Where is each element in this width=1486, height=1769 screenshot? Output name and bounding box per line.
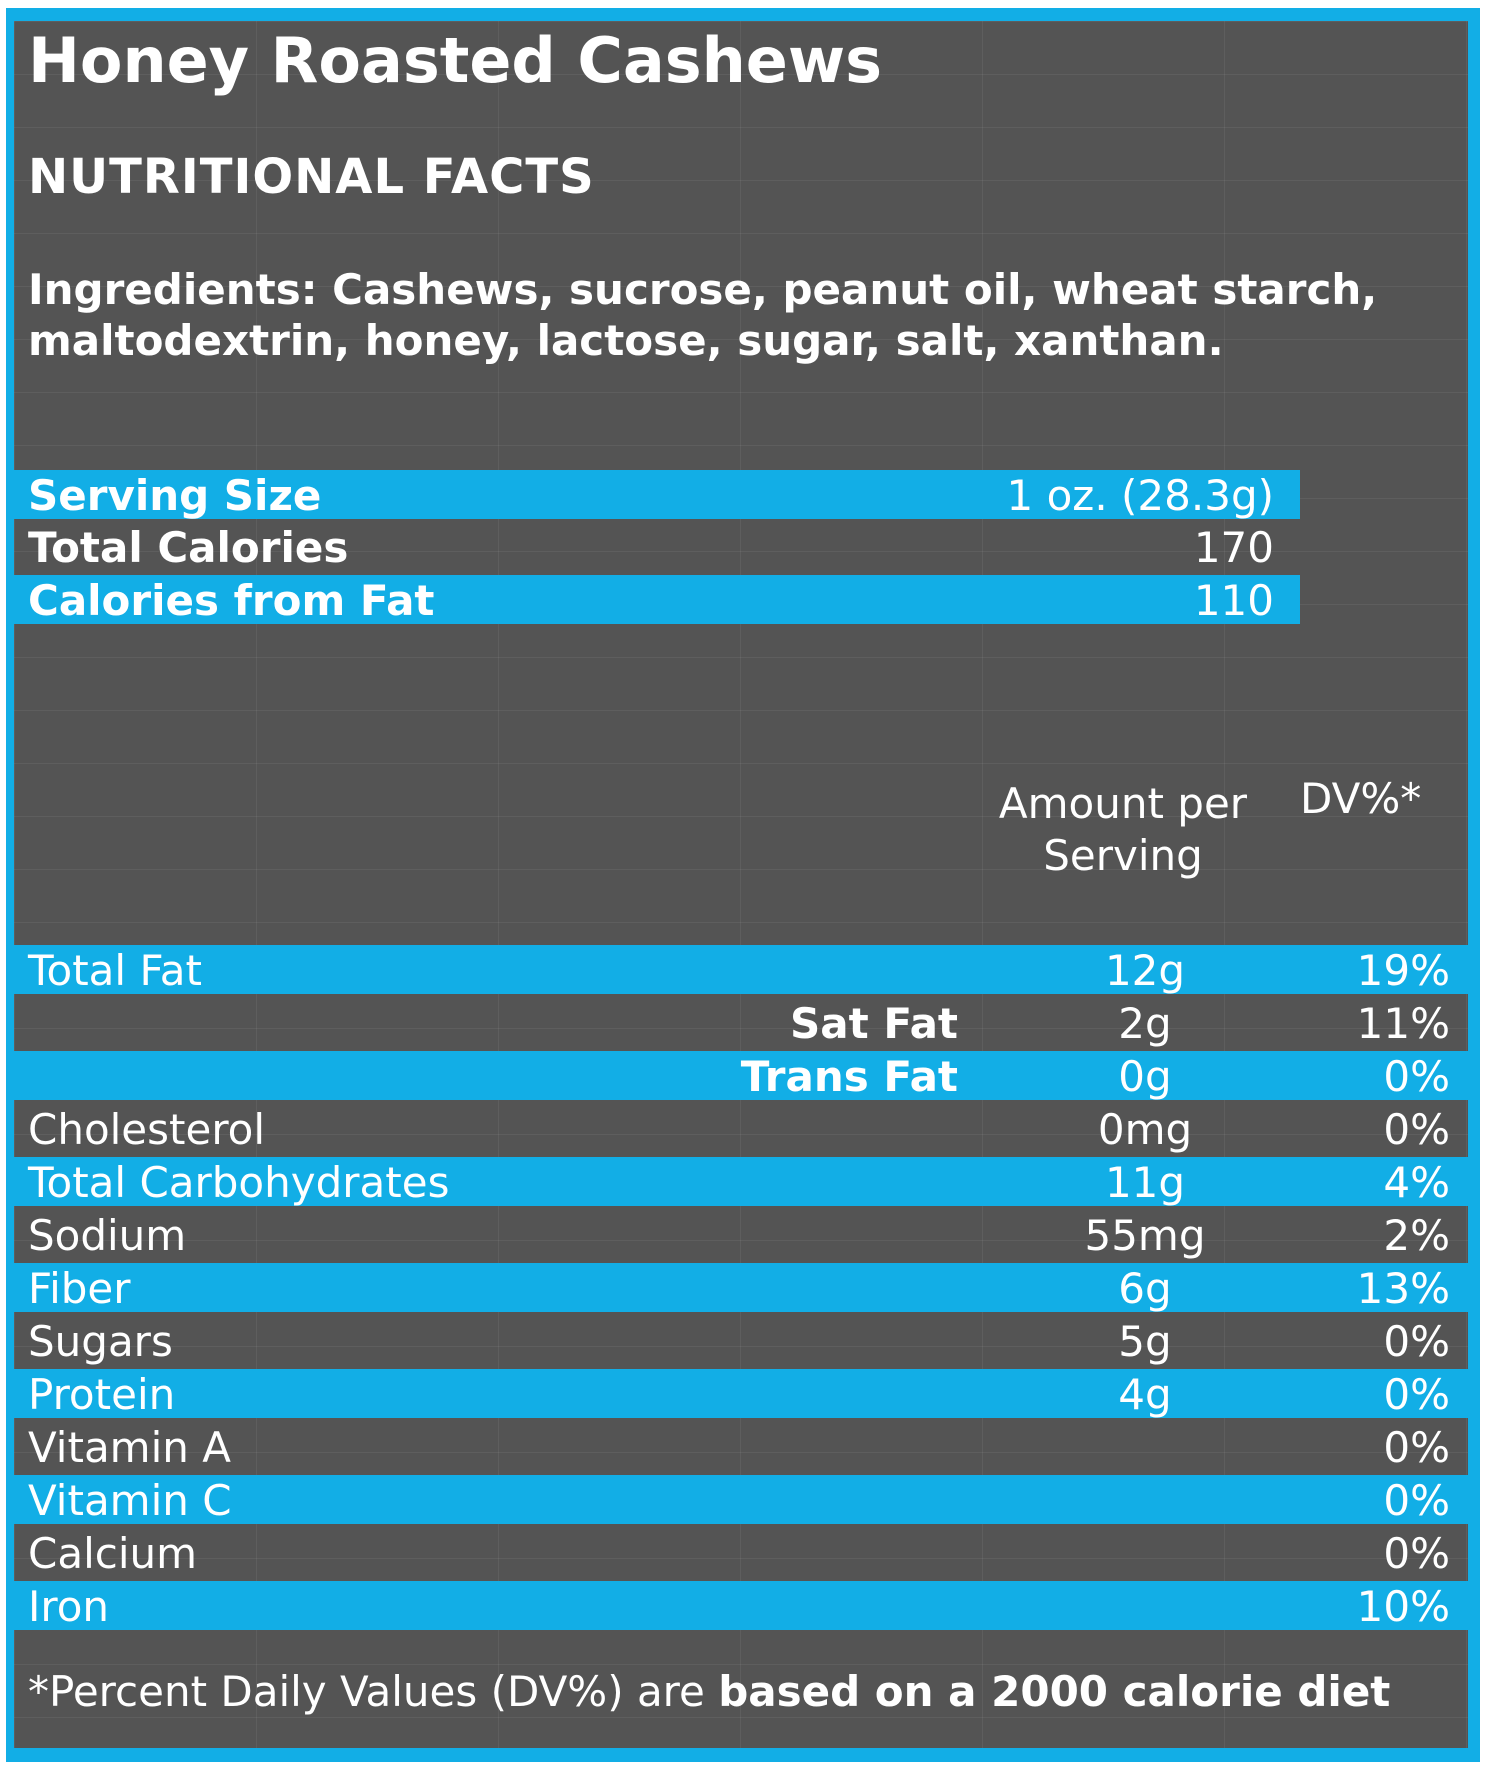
nutrient-dv: 0% xyxy=(1383,1317,1450,1366)
nutrient-name: Fiber xyxy=(28,1264,131,1313)
nutrient-amount: 11g xyxy=(1104,1158,1186,1207)
nutrient-row-total-carbohydrates: Total Carbohydrates 11g 4% xyxy=(14,1157,1468,1206)
nutrient-dv: 0% xyxy=(1383,1052,1450,1101)
nutrient-row-protein: Protein 4g 0% xyxy=(14,1369,1468,1418)
nutrient-row-sugars: Sugars 5g 0% xyxy=(14,1316,1468,1365)
total-calories-value: 170 xyxy=(1193,523,1274,572)
total-calories-row: Total Calories 170 xyxy=(14,522,1300,571)
nutrient-name: Cholesterol xyxy=(28,1105,266,1154)
nutrient-dv: 0% xyxy=(1383,1423,1450,1472)
amount-per-serving-header: Amount per Serving xyxy=(998,779,1248,880)
nutrient-name: Total Carbohydrates xyxy=(28,1158,450,1207)
nutrient-name: Sugars xyxy=(28,1317,173,1366)
nutrient-amount: 6g xyxy=(1118,1264,1172,1313)
nutrient-amount: 5g xyxy=(1118,1317,1172,1366)
nutrient-amount: 0mg xyxy=(1097,1105,1193,1154)
serving-size-value: 1 oz. (28.3g) xyxy=(1006,471,1274,520)
ingredients-text: Ingredients: Cashews, sucrose, peanut oi… xyxy=(28,265,1378,365)
footnote: *Percent Daily Values (DV%) are based on… xyxy=(28,1671,1390,1713)
nutrient-name: Trans Fat xyxy=(740,1052,958,1101)
nutrient-amount: 55mg xyxy=(1084,1211,1206,1260)
calories-from-fat-value: 110 xyxy=(1193,576,1274,625)
nutrient-dv: 10% xyxy=(1356,1582,1450,1631)
nutrient-row-sodium: Sodium 55mg 2% xyxy=(14,1210,1468,1259)
nutrient-row-vitamin-c: Vitamin C 0% xyxy=(14,1475,1468,1524)
nutrient-name: Total Fat xyxy=(28,946,202,995)
dv-header: DV%* xyxy=(1300,774,1422,823)
nutrient-name: Sat Fat xyxy=(790,999,958,1048)
nutrient-amount: 0g xyxy=(1118,1052,1172,1101)
nutrient-dv: 0% xyxy=(1383,1105,1450,1154)
calories-from-fat-row: Calories from Fat 110 xyxy=(14,575,1300,624)
nutrient-dv: 0% xyxy=(1383,1370,1450,1419)
serving-size-label: Serving Size xyxy=(28,471,322,520)
nutrient-dv: 2% xyxy=(1383,1211,1450,1260)
footnote-emphasis: based on a 2000 calorie diet xyxy=(718,1667,1391,1716)
footnote-text: *Percent Daily Values (DV%) are xyxy=(28,1667,719,1716)
nutrient-row-fiber: Fiber 6g 13% xyxy=(14,1263,1468,1312)
section-title: NUTRITIONAL FACTS xyxy=(28,149,595,205)
product-title: Honey Roasted Cashews xyxy=(28,24,883,97)
nutrient-dv: 4% xyxy=(1383,1158,1450,1207)
calories-from-fat-label: Calories from Fat xyxy=(28,576,435,625)
nutrient-dv: 0% xyxy=(1383,1476,1450,1525)
serving-size-row: Serving Size 1 oz. (28.3g) xyxy=(14,470,1300,519)
nutrient-row-vitamin-a: Vitamin A 0% xyxy=(14,1422,1468,1471)
nutrient-name: Iron xyxy=(28,1582,110,1631)
nutrient-name: Sodium xyxy=(28,1211,187,1260)
nutrient-row-calcium: Calcium 0% xyxy=(14,1528,1468,1577)
nutrient-name: Calcium xyxy=(28,1529,198,1578)
nutrient-row-sat-fat: Sat Fat 2g 11% xyxy=(14,998,1468,1047)
nutrient-row-total-fat: Total Fat 12g 19% xyxy=(14,945,1468,994)
nutrient-name: Vitamin C xyxy=(28,1476,232,1525)
nutrient-row-cholesterol: Cholesterol 0mg 0% xyxy=(14,1104,1468,1153)
total-calories-label: Total Calories xyxy=(28,523,349,572)
label-panel xyxy=(14,21,1468,1748)
nutrient-dv: 0% xyxy=(1383,1529,1450,1578)
nutrient-name: Vitamin A xyxy=(28,1423,231,1472)
nutrient-dv: 13% xyxy=(1356,1264,1450,1313)
nutrient-amount: 2g xyxy=(1118,999,1172,1048)
nutrient-amount: 4g xyxy=(1118,1370,1172,1419)
nutrient-amount: 12g xyxy=(1104,946,1186,995)
nutrient-name: Protein xyxy=(28,1370,176,1419)
nutrient-dv: 19% xyxy=(1356,946,1450,995)
nutrient-row-iron: Iron 10% xyxy=(14,1581,1468,1630)
nutrient-row-trans-fat: Trans Fat 0g 0% xyxy=(14,1051,1468,1100)
nutrient-dv: 11% xyxy=(1356,999,1450,1048)
